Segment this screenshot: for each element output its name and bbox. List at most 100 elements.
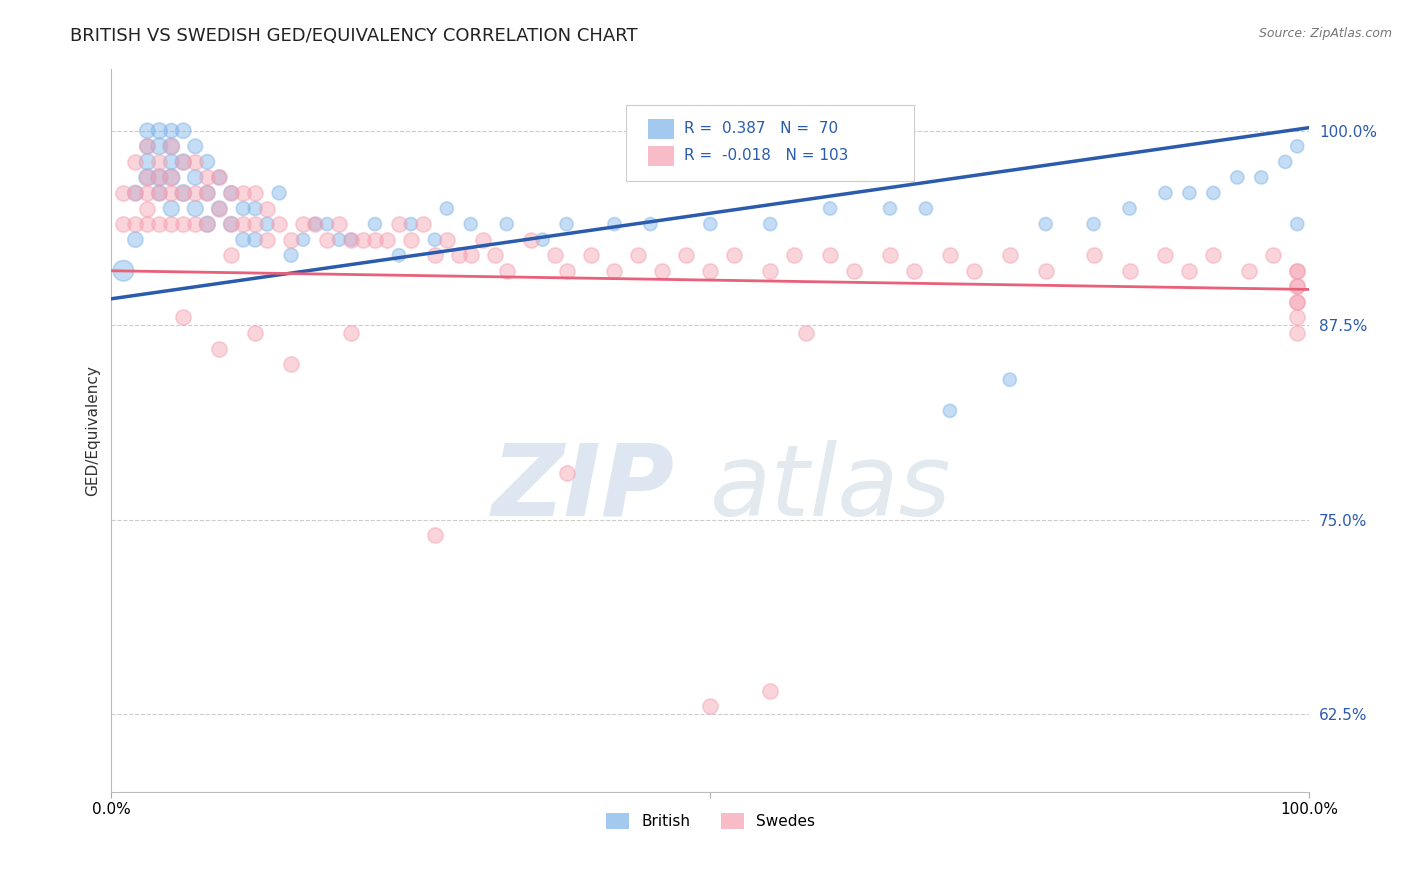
Point: [818, 202, 841, 216]
Point: [160, 139, 183, 153]
Point: [256, 202, 278, 216]
Point: [172, 154, 194, 169]
Point: [675, 248, 697, 262]
Point: [148, 139, 170, 153]
Point: [124, 233, 146, 247]
Point: [172, 124, 194, 138]
Point: [423, 248, 446, 262]
Point: [148, 186, 170, 200]
Point: [195, 154, 218, 169]
Point: [1154, 248, 1177, 262]
Point: [1035, 217, 1057, 231]
Point: [136, 170, 159, 185]
Point: [184, 202, 207, 216]
Point: [136, 124, 159, 138]
Point: [136, 139, 159, 153]
Point: [1250, 170, 1272, 185]
Point: [136, 170, 159, 185]
FancyBboxPatch shape: [627, 104, 914, 181]
Point: [543, 248, 565, 262]
Point: [124, 217, 146, 231]
Point: [195, 217, 218, 231]
Point: [375, 233, 398, 247]
Point: [1286, 264, 1309, 278]
Point: [148, 170, 170, 185]
Point: [555, 217, 578, 231]
Point: [759, 217, 782, 231]
Point: [436, 202, 458, 216]
Point: [316, 217, 339, 231]
Point: [172, 154, 194, 169]
Point: [328, 233, 350, 247]
Point: [208, 202, 231, 216]
Point: [172, 310, 194, 325]
Point: [124, 154, 146, 169]
Point: [352, 233, 374, 247]
Point: [148, 217, 170, 231]
Text: atlas: atlas: [710, 440, 952, 537]
Point: [304, 217, 326, 231]
Point: [963, 264, 986, 278]
Point: [555, 466, 578, 480]
Point: [148, 186, 170, 200]
Point: [1118, 264, 1140, 278]
Point: [280, 248, 302, 262]
Point: [1286, 294, 1309, 309]
Point: [447, 248, 470, 262]
Point: [208, 170, 231, 185]
Point: [603, 264, 626, 278]
Point: [160, 124, 183, 138]
Point: [112, 217, 135, 231]
Point: [243, 186, 266, 200]
Point: [939, 404, 962, 418]
Point: [759, 264, 782, 278]
Point: [195, 186, 218, 200]
Point: [723, 248, 745, 262]
Point: [759, 683, 782, 698]
Point: [495, 217, 517, 231]
Point: [783, 248, 806, 262]
Point: [1202, 186, 1225, 200]
Point: [412, 217, 434, 231]
Text: ZIP: ZIP: [491, 440, 675, 537]
Point: [1118, 202, 1140, 216]
Point: [603, 217, 626, 231]
Point: [1239, 264, 1261, 278]
Point: [842, 264, 865, 278]
Point: [818, 248, 841, 262]
Point: [232, 233, 254, 247]
Point: [1286, 217, 1309, 231]
Point: [939, 248, 962, 262]
Point: [195, 170, 218, 185]
Point: [136, 186, 159, 200]
Point: [399, 233, 422, 247]
Point: [328, 217, 350, 231]
Point: [184, 217, 207, 231]
Text: Source: ZipAtlas.com: Source: ZipAtlas.com: [1258, 27, 1392, 40]
Point: [269, 186, 291, 200]
Point: [1286, 139, 1309, 153]
Point: [436, 233, 458, 247]
Point: [460, 217, 482, 231]
Point: [699, 264, 721, 278]
Point: [1263, 248, 1285, 262]
Point: [471, 233, 494, 247]
Y-axis label: GED/Equivalency: GED/Equivalency: [86, 365, 100, 496]
Point: [879, 202, 901, 216]
Point: [172, 186, 194, 200]
Point: [136, 202, 159, 216]
Point: [1274, 154, 1296, 169]
Point: [184, 154, 207, 169]
Point: [531, 233, 554, 247]
Point: [915, 202, 938, 216]
Point: [1226, 170, 1249, 185]
Point: [1154, 186, 1177, 200]
Point: [232, 217, 254, 231]
Point: [998, 248, 1021, 262]
Point: [280, 233, 302, 247]
Point: [1083, 217, 1105, 231]
Point: [172, 186, 194, 200]
Point: [136, 139, 159, 153]
Point: [555, 264, 578, 278]
Point: [794, 326, 817, 340]
